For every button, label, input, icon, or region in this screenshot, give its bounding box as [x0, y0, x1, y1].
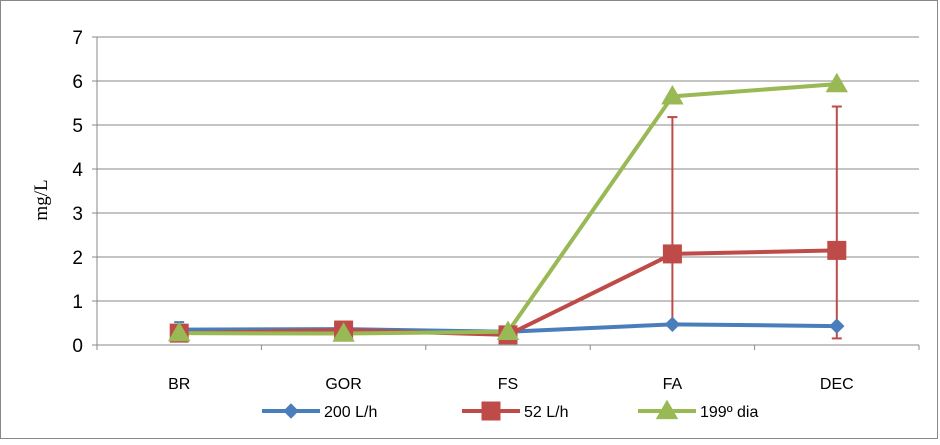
legend-marker-0	[283, 403, 299, 419]
point-2-4	[825, 72, 849, 93]
y-tick-label-4: 4	[72, 160, 83, 181]
point-2-1	[332, 322, 355, 342]
x-tick-label-2: FS	[498, 376, 518, 393]
y-tick-label-7: 7	[72, 28, 83, 49]
axes	[92, 36, 920, 350]
y-tick-label-6: 6	[72, 72, 83, 93]
point-0-3	[664, 316, 681, 333]
point-1-3	[662, 244, 682, 264]
legend-marker-2	[655, 399, 679, 420]
legend-label-2: 199º dia	[700, 404, 758, 421]
point-2-2	[496, 320, 520, 340]
legend-entry-1: 52 L/h	[462, 401, 568, 421]
legend-entry-0: 200 L/h	[262, 403, 377, 421]
y-tick-labels: 0 1 2 3 4 5 6 7	[72, 28, 83, 357]
y-tick-label-5: 5	[72, 116, 83, 137]
x-tick-label-4: DEC	[820, 376, 854, 393]
y-tick-label-2: 2	[72, 248, 83, 269]
x-tick-label-1: GOR	[325, 376, 361, 393]
series-group	[167, 72, 849, 345]
gridlines	[97, 36, 919, 302]
point-0-4	[829, 318, 845, 334]
x-tick-labels: BR GOR FS FA DEC	[168, 376, 854, 393]
legend-label-0: 200 L/h	[324, 404, 377, 421]
legend-entry-2: 199º dia	[638, 399, 758, 421]
y-tick-label-0: 0	[72, 336, 83, 357]
y-tick-label-1: 1	[72, 292, 83, 313]
legend-label-1: 52 L/h	[524, 404, 568, 421]
x-tick-label-0: BR	[168, 376, 190, 393]
legend-marker-1	[481, 401, 501, 421]
error-bar-1-4	[831, 105, 842, 340]
point-2-3	[661, 85, 684, 105]
y-axis-label: mg/L	[31, 179, 52, 220]
x-tick-label-3: FA	[663, 376, 683, 393]
point-1-4	[827, 240, 847, 260]
legend: 200 L/h 52 L/h 199º dia	[262, 399, 758, 421]
point-2-0	[167, 321, 191, 342]
y-tick-label-3: 3	[72, 204, 83, 225]
